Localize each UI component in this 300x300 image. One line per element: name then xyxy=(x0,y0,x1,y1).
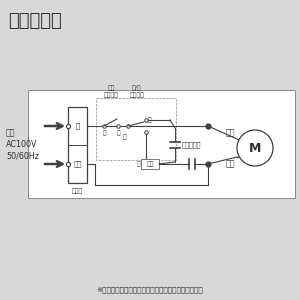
Text: アオ: アオ xyxy=(146,161,154,167)
Text: 電源
スイッチ: 電源 スイッチ xyxy=(103,86,118,98)
Text: 電源
AC100V
50/60Hz: 電源 AC100V 50/60Hz xyxy=(6,128,39,160)
Text: 強/弱
スイッチ: 強/弱 スイッチ xyxy=(130,86,145,98)
Text: M: M xyxy=(249,142,261,154)
Text: ※太線部分の結線は、お客様にて施工してください。: ※太線部分の結線は、お客様にて施工してください。 xyxy=(97,287,203,293)
Text: モ: モ xyxy=(116,130,120,136)
Bar xyxy=(96,98,176,160)
Bar xyxy=(141,159,159,169)
Text: コンデンサ: コンデンサ xyxy=(182,142,201,148)
Text: アカ: アカ xyxy=(226,159,235,168)
Text: モ: モ xyxy=(102,130,106,136)
Text: キ: キ xyxy=(75,123,80,129)
Text: シロ: シロ xyxy=(226,128,235,137)
Text: 弱: 弱 xyxy=(136,161,140,167)
Bar xyxy=(28,90,295,198)
Bar xyxy=(68,107,87,183)
Text: アカ: アカ xyxy=(73,161,82,167)
Circle shape xyxy=(237,130,273,166)
Text: 強: 強 xyxy=(148,117,152,123)
Text: 《結線図》: 《結線図》 xyxy=(8,12,62,30)
Text: 端子台: 端子台 xyxy=(72,188,83,194)
Text: 弱: 弱 xyxy=(122,134,126,140)
